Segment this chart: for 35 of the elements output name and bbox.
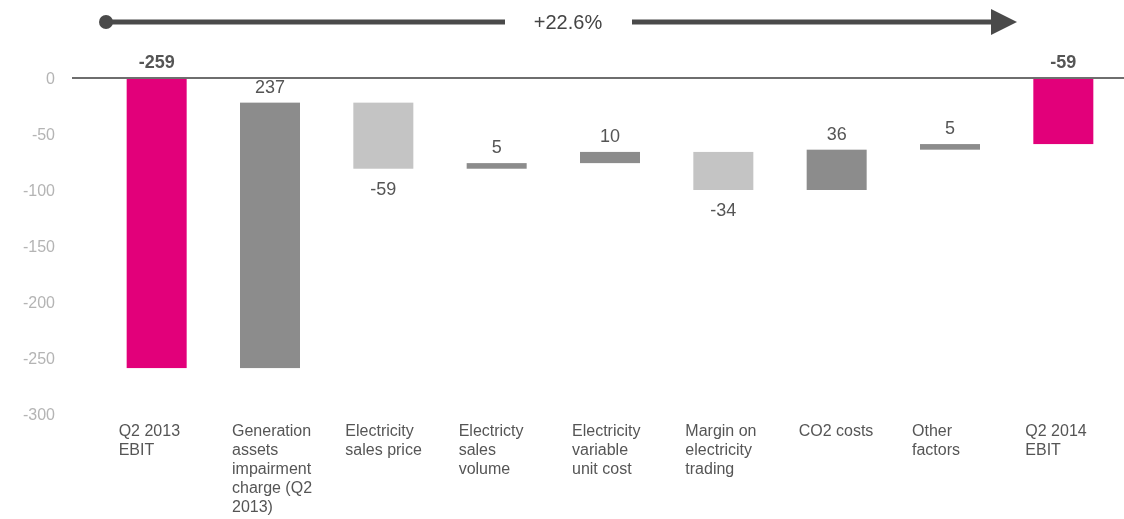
bar xyxy=(126,78,187,369)
bar xyxy=(240,102,300,369)
data-label: -59 xyxy=(370,178,397,199)
bar xyxy=(580,151,640,164)
data-label: 10 xyxy=(599,125,621,146)
bar xyxy=(920,144,980,150)
bar xyxy=(806,149,867,190)
bar xyxy=(693,151,754,190)
x-tick-label: Electricity sales price xyxy=(345,422,422,458)
data-label: -59 xyxy=(1050,52,1077,72)
x-tick-label: Generation assets impairment charge (Q2 2013) xyxy=(232,422,313,515)
data-label: 5 xyxy=(944,118,956,139)
y-tick-label: 0 xyxy=(46,69,56,87)
x-tick-label: Other factors xyxy=(912,422,961,458)
data-label: 5 xyxy=(491,137,502,158)
x-tick-label: Q2 2014 EBIT xyxy=(1025,422,1087,458)
x-tick-label: Electricty sales volume xyxy=(458,422,524,477)
y-tick-label: -150 xyxy=(22,237,56,255)
x-tick-label: Margin on electricity trading xyxy=(685,422,757,477)
x-tick-label: CO2 costs xyxy=(798,422,874,439)
x-tick-label: Electricity variable unit cost xyxy=(572,422,641,477)
y-tick-label: -250 xyxy=(22,349,56,367)
bar xyxy=(1033,78,1094,145)
bar xyxy=(353,102,414,169)
text: +22.6% xyxy=(533,11,603,33)
y-tick-label: -100 xyxy=(22,181,56,199)
data-label: 237 xyxy=(254,76,286,97)
y-tick-label: -200 xyxy=(22,293,56,311)
data-label: 36 xyxy=(826,123,847,144)
data-label: -259 xyxy=(138,52,175,72)
bar xyxy=(466,163,527,169)
data-label: -34 xyxy=(710,200,737,220)
x-tick-label: Q2 2013 EBIT xyxy=(118,422,181,458)
y-tick-label: -300 xyxy=(22,405,56,423)
y-tick-label: -50 xyxy=(31,125,56,143)
